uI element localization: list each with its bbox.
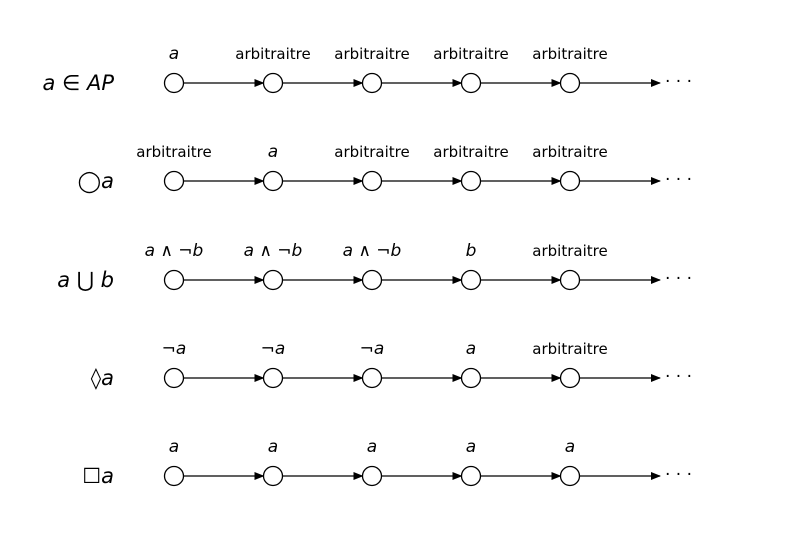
continuation-dots: · · · bbox=[665, 465, 692, 485]
state-node bbox=[262, 170, 284, 192]
formula-label: a ∈ AP bbox=[42, 71, 114, 95]
state-label: a ∧ ¬b bbox=[145, 241, 204, 261]
state-node bbox=[163, 269, 185, 291]
continuation-dots: · · · bbox=[665, 72, 692, 92]
state-label: a bbox=[268, 142, 278, 162]
formula-row: ◊a ¬a ¬a ¬a a arbitraitre · · · bbox=[91, 339, 692, 390]
state-node bbox=[361, 367, 383, 389]
formula-row: a ⋃ b a ∧ ¬b a ∧ ¬b a ∧ ¬b b arbitraitre · · · bbox=[57, 241, 692, 292]
formula-row: ☐a a a a a a · · · bbox=[82, 437, 692, 488]
state-label: ¬a bbox=[261, 339, 286, 359]
formula-label: ◯a bbox=[78, 169, 114, 194]
state-node bbox=[559, 170, 581, 192]
state-node bbox=[559, 465, 581, 487]
state-node bbox=[262, 72, 284, 94]
formula-row: a ∈ AP a arbitraitre arbitraitre arbitraitre… bbox=[42, 44, 692, 95]
state-label: a ∧ ¬b bbox=[244, 241, 303, 261]
state-node bbox=[460, 465, 482, 487]
state-node bbox=[163, 170, 185, 192]
state-node bbox=[262, 465, 284, 487]
continuation-dots: · · · bbox=[665, 170, 692, 190]
state-node bbox=[361, 465, 383, 487]
state-label: ¬a bbox=[360, 339, 385, 359]
state-label: arbitraitre bbox=[433, 143, 508, 161]
state-node bbox=[559, 269, 581, 291]
state-label: arbitraitre bbox=[532, 340, 607, 358]
state-node bbox=[559, 367, 581, 389]
state-label: arbitraitre bbox=[433, 45, 508, 63]
state-node bbox=[460, 269, 482, 291]
state-label: arbitraitre bbox=[532, 143, 607, 161]
formula-row: ◯a arbitraitre a arbitraitre arbitraitre arbi… bbox=[78, 142, 692, 194]
formula-label: ◊a bbox=[91, 366, 114, 390]
state-label: arbitraitre bbox=[532, 45, 607, 63]
state-label: a bbox=[466, 339, 476, 359]
state-node bbox=[559, 72, 581, 94]
formula-label: a ⋃ b bbox=[57, 268, 114, 292]
state-label: a bbox=[268, 437, 278, 457]
state-node bbox=[163, 465, 185, 487]
state-label: arbitraitre bbox=[136, 143, 211, 161]
state-label: b bbox=[466, 241, 477, 261]
state-node bbox=[460, 367, 482, 389]
state-label: arbitraitre bbox=[334, 45, 409, 63]
state-label: a bbox=[565, 437, 575, 457]
state-node bbox=[460, 72, 482, 94]
state-node bbox=[361, 170, 383, 192]
state-label: a bbox=[466, 437, 476, 457]
state-label: a bbox=[169, 437, 179, 457]
continuation-dots: · · · bbox=[665, 367, 692, 387]
state-node bbox=[361, 269, 383, 291]
continuation-dots: · · · bbox=[665, 269, 692, 289]
state-label: arbitraitre bbox=[532, 242, 607, 260]
state-node bbox=[262, 269, 284, 291]
state-label: ¬a bbox=[162, 339, 187, 359]
state-label: a bbox=[169, 44, 179, 64]
state-node bbox=[163, 367, 185, 389]
state-node bbox=[262, 367, 284, 389]
state-label: arbitraitre bbox=[334, 143, 409, 161]
state-node bbox=[460, 170, 482, 192]
state-label: a ∧ ¬b bbox=[343, 241, 402, 261]
state-label: a bbox=[367, 437, 377, 457]
state-node bbox=[361, 72, 383, 94]
state-node bbox=[163, 72, 185, 94]
formula-label: ☐a bbox=[82, 464, 114, 488]
state-label: arbitraitre bbox=[235, 45, 310, 63]
